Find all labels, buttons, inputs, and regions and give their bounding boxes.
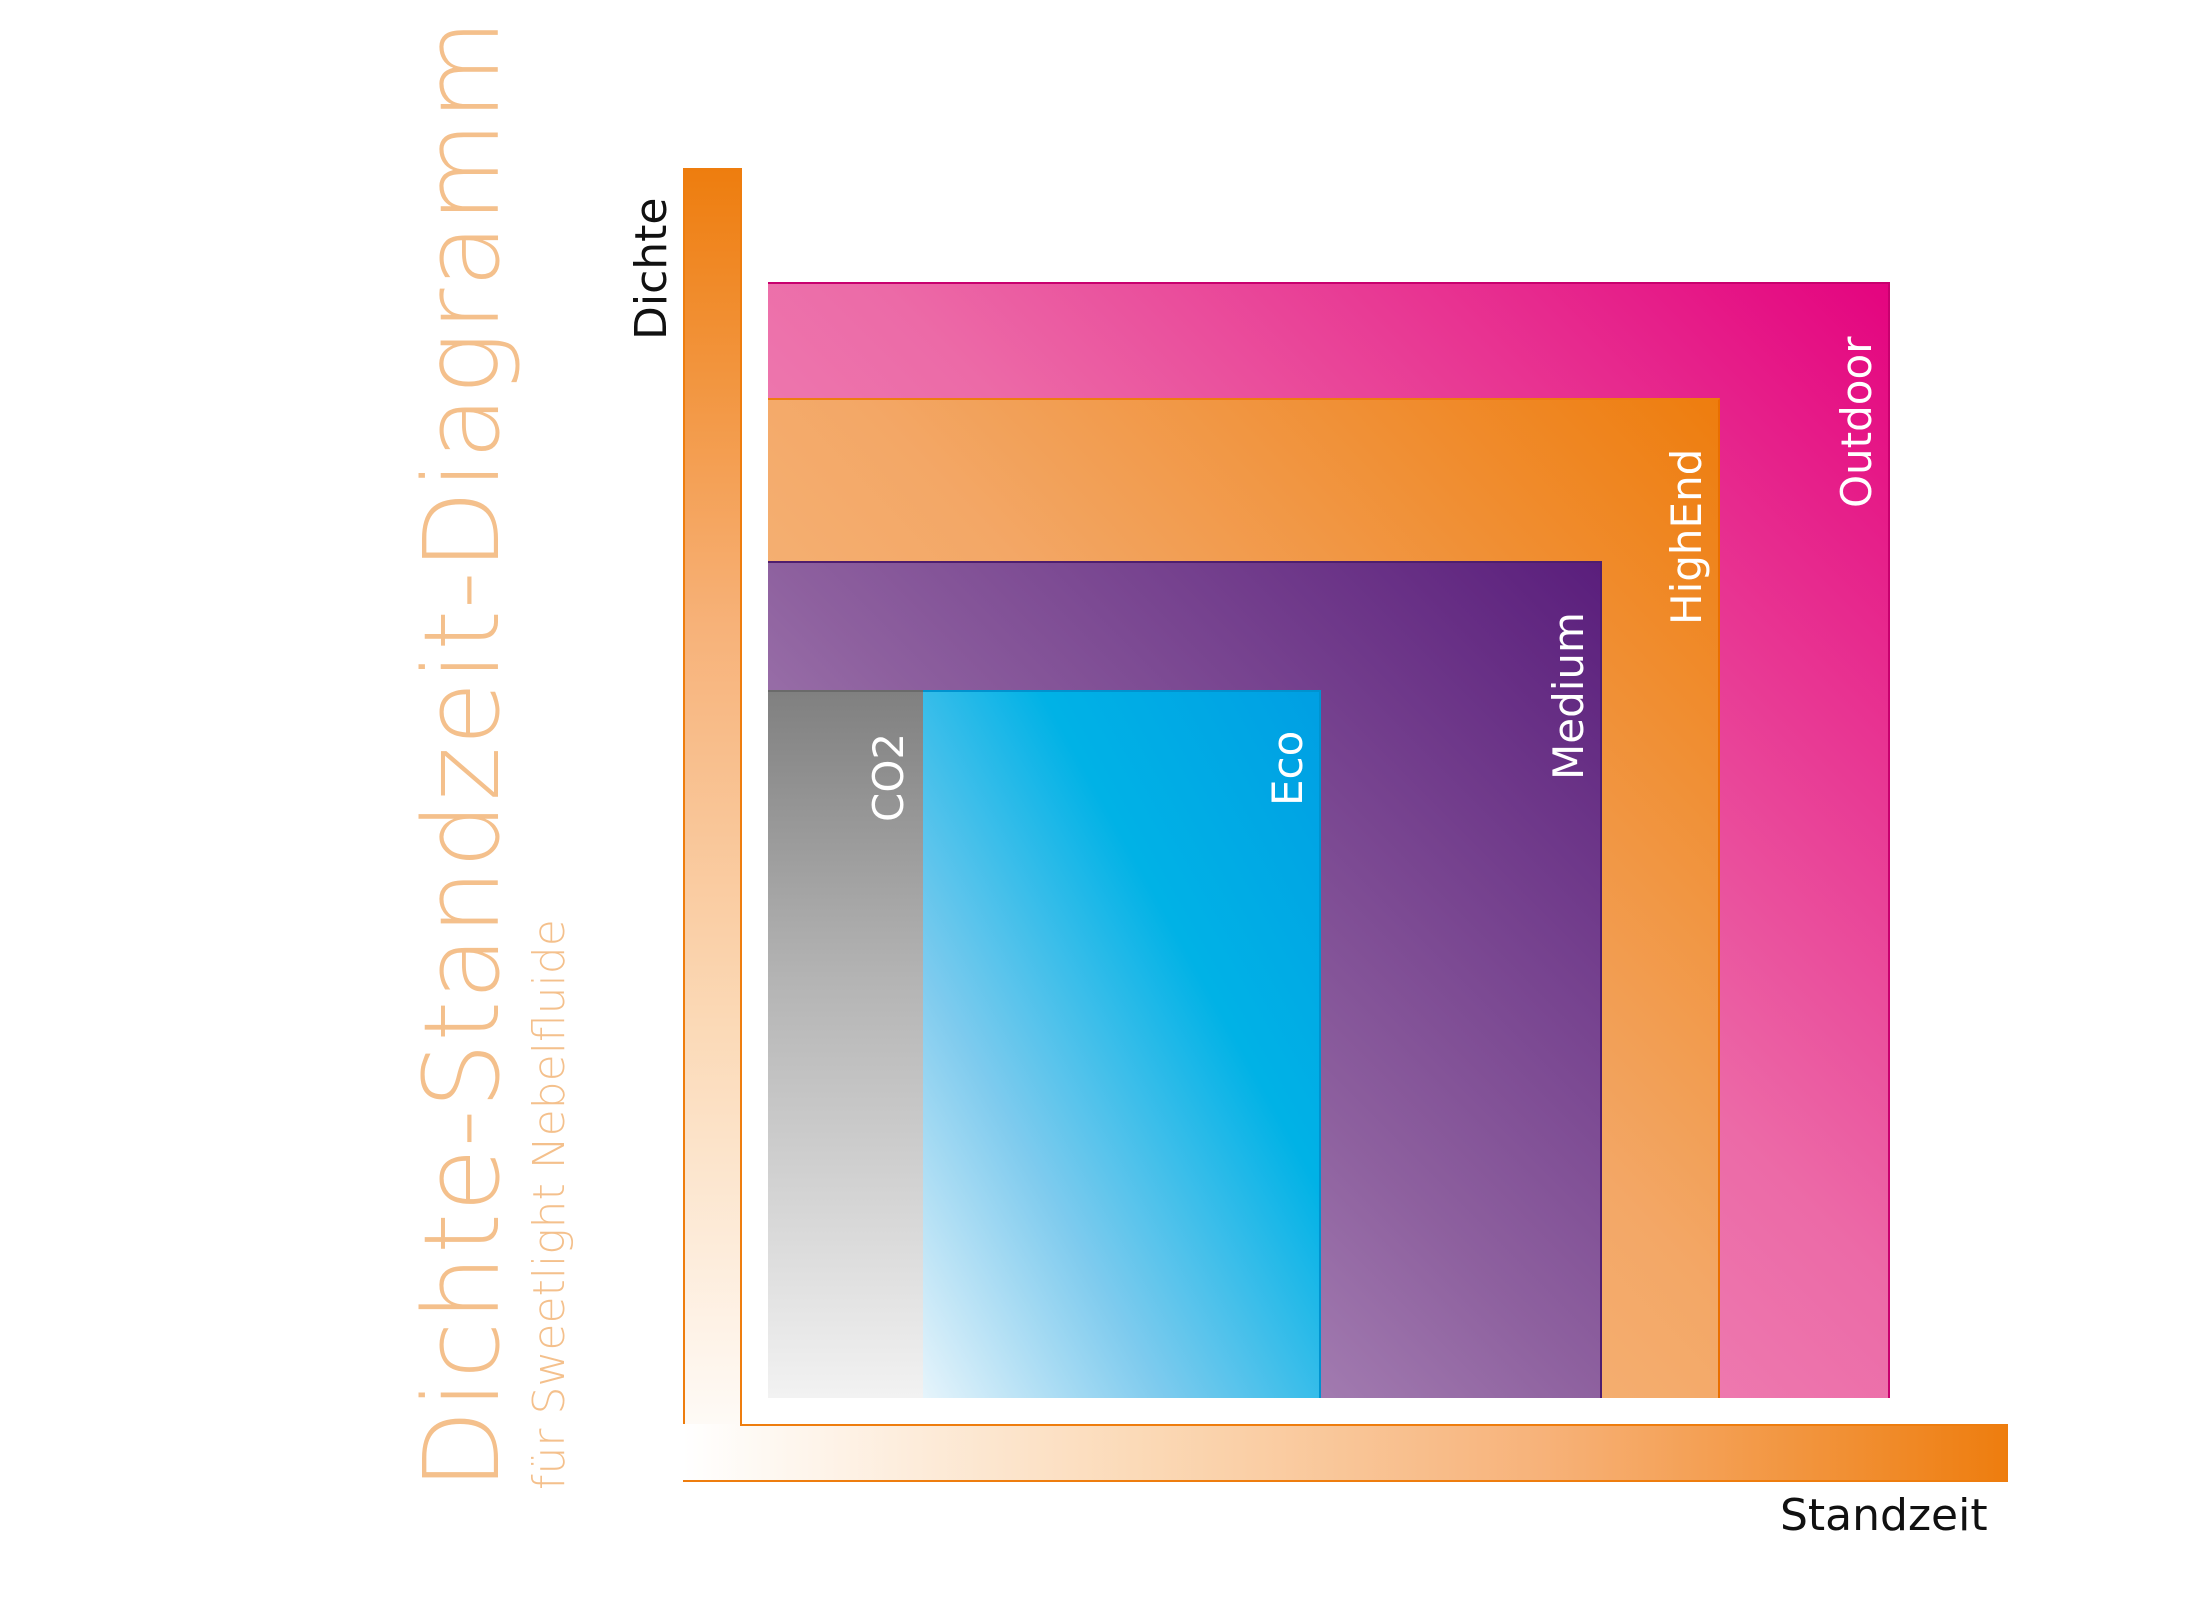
y-axis-label: Dichte [626, 197, 677, 340]
region-label-co2: CO2 [864, 732, 913, 822]
y-axis-arrow [683, 168, 741, 1482]
diagram-subtitle: für Sweetlight Nebelfluide [524, 919, 575, 1490]
region-co2 [768, 690, 923, 1398]
x-axis-edge [740, 1424, 2008, 1426]
diagram-title: Dichte-Standzeit-Diagramm [401, 18, 523, 1490]
title-block: Dichte-Standzeit-Diagramm für Sweetlight… [401, 18, 590, 1490]
x-axis-label: Standzeit [1780, 1490, 1988, 1541]
region-label-outdoor: Outdoor [1832, 336, 1881, 508]
x-axis-arrow [683, 1424, 2008, 1482]
region-label-highend: HighEnd [1662, 448, 1711, 625]
region-label-medium: Medium [1544, 612, 1593, 780]
y-axis-edge [740, 168, 742, 1426]
region-label-eco: Eco [1263, 730, 1312, 806]
region-eco [921, 690, 1321, 1398]
